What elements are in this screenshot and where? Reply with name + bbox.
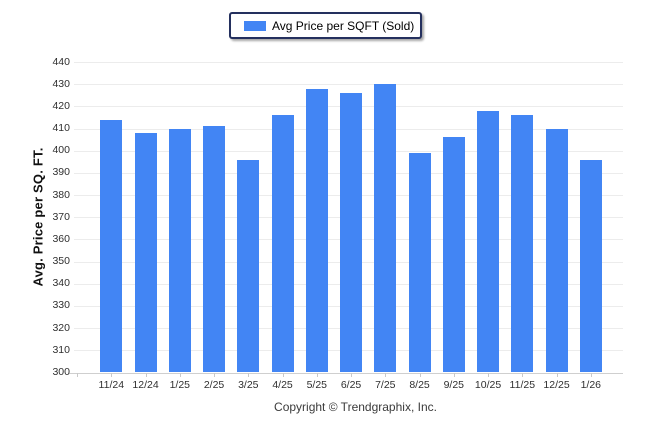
bar-1-25[interactable] [168,128,191,373]
y-tick-label: 360 [52,232,70,245]
x-axis-tick [282,373,284,377]
x-axis-tick [179,373,181,377]
bar-12-25[interactable] [545,128,568,373]
x-axis-tick [522,373,524,377]
y-tick-label: 410 [52,122,70,135]
x-tick-label: 1/25 [169,379,191,391]
bar-2-25[interactable] [203,126,226,373]
x-tick-label: 3/25 [238,379,259,391]
y-tick-label: 400 [52,144,70,157]
bar-12-24[interactable] [134,132,157,373]
x-tick-label: 2/25 [203,379,225,391]
x-axis-tick [145,373,147,377]
x-tick-label: 5/25 [306,379,328,391]
y-tick-label: 380 [52,188,70,201]
x-tick-label: 11/24 [98,379,125,391]
x-axis-tick [77,373,78,377]
x-axis-tick [590,373,592,377]
x-tick-label: 6/25 [340,379,362,391]
bar-8-25[interactable] [408,152,431,373]
y-tick-label: 300 [52,366,70,378]
y-tick-label: 440 [52,55,70,68]
y-tick-label: 330 [52,299,70,312]
x-tick-label: 11/25 [509,379,536,391]
y-tick-label: 370 [52,210,70,223]
x-tick-label: 9/25 [443,379,465,391]
x-axis-tick [419,373,421,377]
bar-10-25[interactable] [477,110,500,373]
x-tick-label: 7/25 [375,379,396,391]
x-axis-tick [316,373,318,377]
bar-6-25[interactable] [340,93,363,373]
x-axis-baseline [69,372,623,374]
x-axis-tick [488,373,489,377]
x-axis-tick [453,373,455,377]
gridline [74,84,623,86]
y-tick-label: 420 [52,99,70,112]
y-tick-label: 430 [52,77,70,90]
bar-7-25[interactable] [374,84,397,373]
bar-1-26[interactable] [579,159,602,373]
gridline [74,62,623,63]
x-axis-tick [248,373,250,377]
copyright-text: Copyright © Trendgraphix, Inc. [274,400,437,414]
y-tick-label: 350 [52,255,70,268]
x-tick-label: 8/25 [409,379,430,391]
x-axis-tick [556,373,558,377]
x-tick-label: 12/25 [543,379,570,391]
x-axis-tick [351,373,352,377]
legend-label: Avg Price per SQFT (Sold) [272,18,415,33]
y-tick-label: 340 [52,277,70,290]
bar-11-25[interactable] [511,115,534,373]
x-axis-tick [214,373,215,377]
x-tick-label: 1/26 [580,379,602,391]
y-tick-label: 390 [52,166,70,179]
bar-11-24[interactable] [100,119,123,373]
legend: Avg Price per SQFT (Sold) [229,12,422,39]
x-tick-label: 4/25 [272,379,293,391]
bar-3-25[interactable] [237,159,260,373]
y-tick-label: 320 [52,321,70,334]
x-tick-label: 10/25 [474,379,502,391]
bar-4-25[interactable] [271,115,294,373]
x-axis-tick [385,373,387,377]
bar-5-25[interactable] [305,88,328,373]
bar-9-25[interactable] [442,137,465,373]
legend-swatch-icon [244,20,266,31]
y-tick-label: 310 [52,343,70,356]
x-axis-tick [111,373,113,377]
x-tick-label: 12/24 [132,379,159,391]
